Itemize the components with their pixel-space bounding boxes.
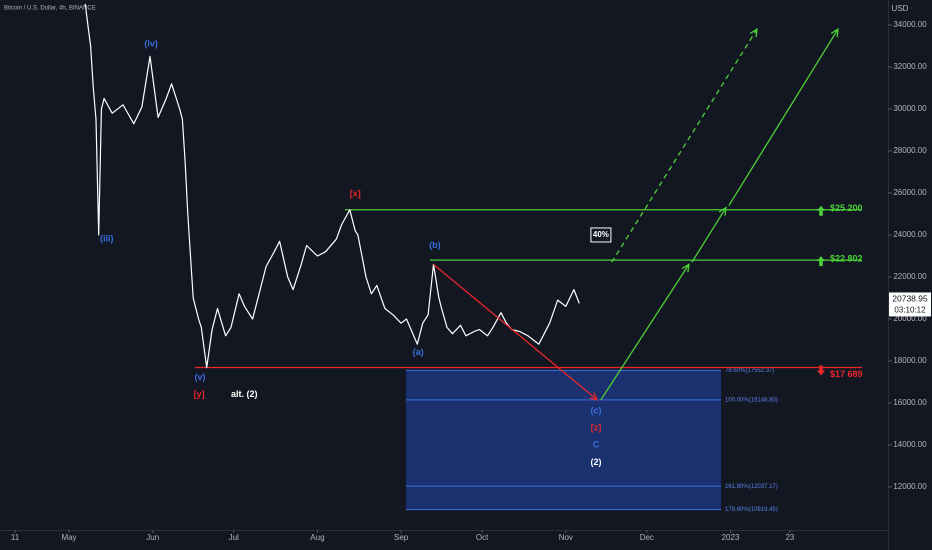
fib-label: 161.80%(12037.17) [725, 484, 778, 490]
x-tick-label: Nov [559, 533, 573, 542]
x-tick-label: Sep [394, 533, 409, 542]
arrow [691, 207, 727, 263]
y-tick-label: 12000.00 [893, 482, 927, 491]
fib-label: 78.60%(17552.37) [725, 368, 774, 374]
level-arrow [819, 261, 823, 267]
y-tick-label: 20000.00 [893, 314, 927, 323]
wave-label: (iv) [144, 38, 158, 48]
chart-title: Bitcoin / U.S. Dollar, 4h, BINANCE [4, 6, 96, 12]
arrow [433, 263, 598, 401]
level-label: $22 802 [830, 254, 863, 264]
wave-label: alt. (2) [231, 389, 258, 399]
level-arrow [819, 210, 823, 216]
arrow [600, 264, 690, 401]
wave-label: (a) [413, 347, 424, 357]
last-price: 20738.95 [892, 294, 928, 304]
arrow-head [681, 263, 690, 273]
wave-label: [x] [350, 188, 361, 198]
arrow-head [830, 27, 839, 38]
level-label: $17 689 [830, 369, 863, 379]
fib-zone [405, 370, 722, 510]
x-tick-label: 11 [11, 533, 20, 542]
axes: 12000.00 14000.00 16000.00 18000.00 20000.00… [11, 20, 931, 542]
plot-area: 78.60%(17552.37) 100.00%(16148.80) 161.80%… [84, 3, 863, 513]
y-tick-label: 28000.00 [893, 146, 927, 155]
y-tick-label: 30000.00 [893, 104, 927, 113]
y-tick-label: 16000.00 [893, 398, 927, 407]
x-tick-label: Jul [229, 533, 239, 542]
arrow-head [749, 27, 758, 38]
y-axis-label: USD [892, 4, 909, 13]
fib-label: 100.00%(16148.80) [725, 397, 778, 403]
x-tick-label: 23 [785, 533, 794, 542]
arrow [728, 28, 839, 206]
y-tick-label: 14000.00 [893, 440, 927, 449]
y-tick-label: 18000.00 [893, 356, 927, 365]
last-price-tag [889, 292, 931, 317]
wave-label: (v) [194, 372, 205, 382]
level-label: $25 200 [830, 203, 863, 213]
wave-label: C [593, 439, 600, 449]
y-tick-label: 24000.00 [893, 230, 927, 239]
arrow-head [589, 392, 599, 401]
y-tick-label: 34000.00 [893, 20, 927, 29]
countdown: 03:10:12 [894, 306, 926, 315]
y-tick-label: 22000.00 [893, 272, 927, 281]
wave-label: (c) [591, 406, 602, 416]
x-tick-label: Jun [146, 533, 159, 542]
arrow-head [718, 206, 727, 216]
y-tick-label: 26000.00 [893, 188, 927, 197]
level-arrow [819, 365, 823, 371]
price-line [84, 3, 580, 369]
wave-label: [y] [194, 389, 205, 399]
x-tick-label: Oct [476, 533, 489, 542]
level-arrow [817, 370, 825, 376]
boxed-annotation-frame [590, 227, 612, 243]
boxed-annotation: 40% [593, 230, 609, 239]
arrow [611, 28, 758, 263]
level-arrow [817, 256, 825, 262]
fib-label: 178.60%(10919.45) [725, 507, 778, 513]
wave-label: (2) [591, 457, 602, 467]
y-tick-label: 32000.00 [893, 62, 927, 71]
level-arrow [817, 205, 825, 211]
wave-label: (iii) [100, 234, 114, 244]
x-tick-label: Aug [310, 533, 324, 542]
x-tick-label: May [61, 533, 76, 542]
x-tick-label: Dec [640, 533, 654, 542]
wave-label: (b) [429, 240, 441, 250]
x-tick-label: 2023 [722, 533, 740, 542]
wave-label: [z] [591, 423, 602, 433]
